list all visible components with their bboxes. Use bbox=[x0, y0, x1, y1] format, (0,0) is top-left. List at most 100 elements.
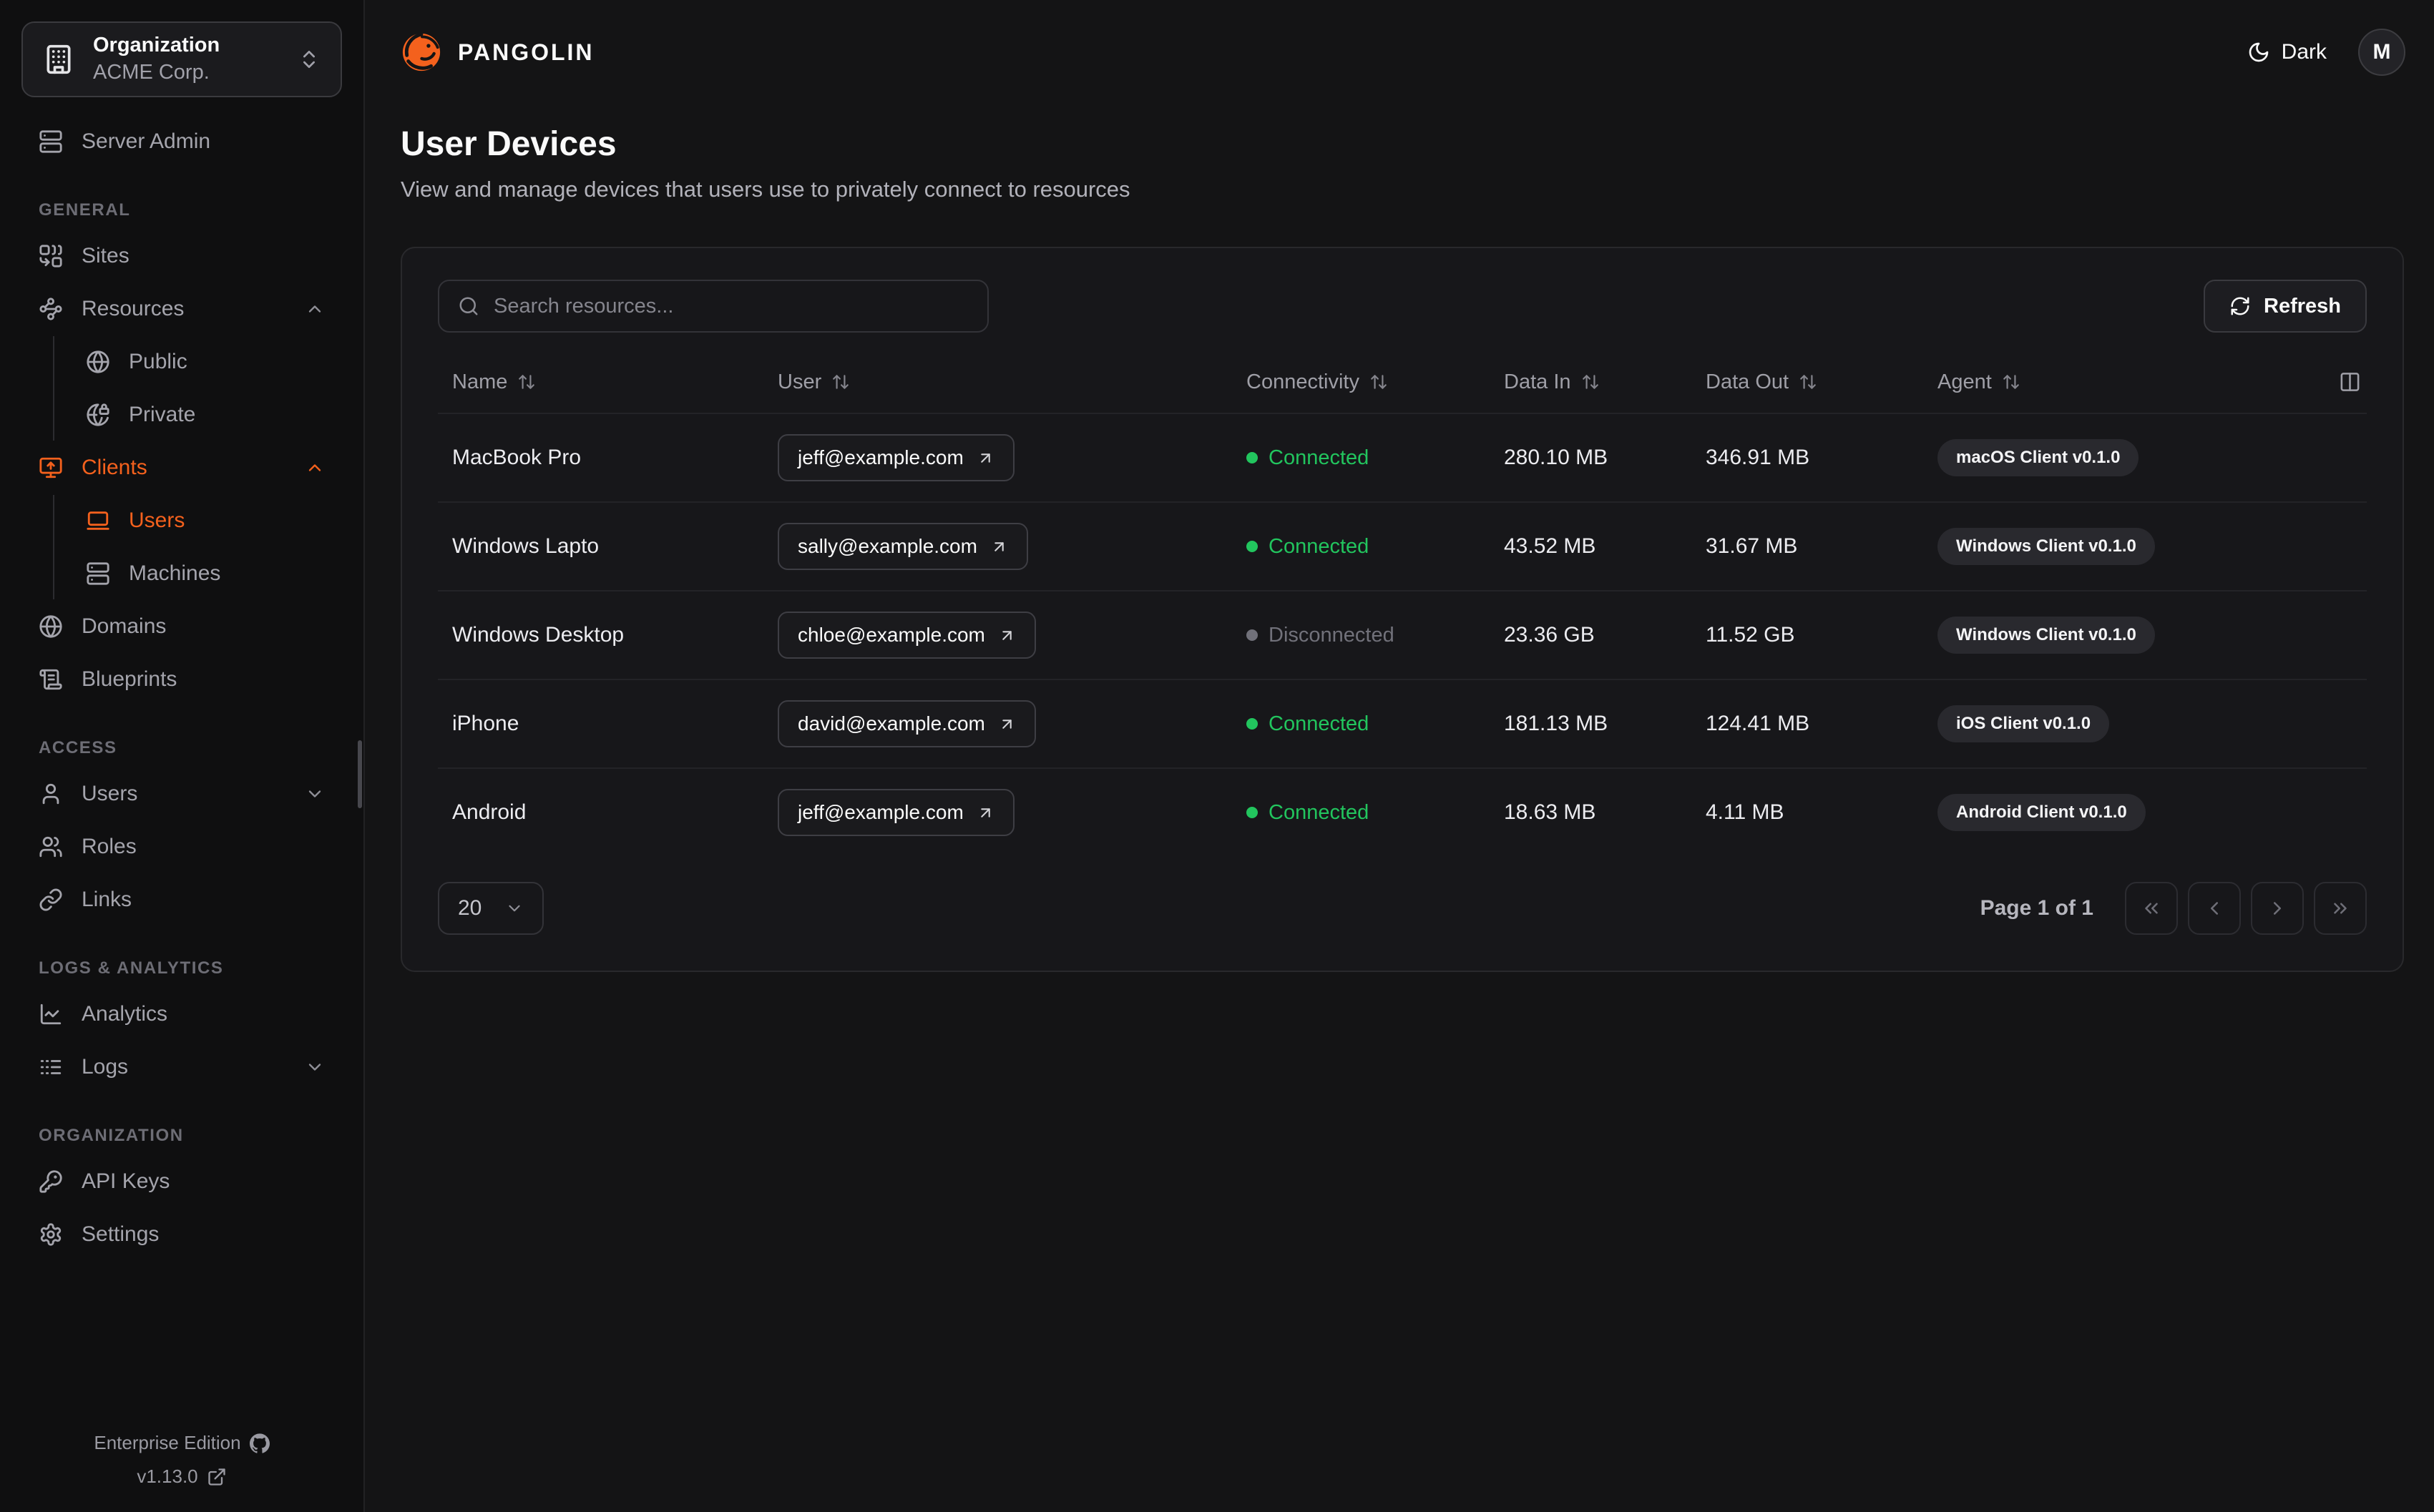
user-icon bbox=[39, 782, 63, 806]
agent-badge: Android Client v0.1.0 bbox=[1937, 794, 2146, 831]
sidebar-item-clients[interactable]: Clients bbox=[21, 442, 342, 494]
refresh-button[interactable]: Refresh bbox=[2204, 280, 2367, 333]
brand[interactable]: PANGOLIN bbox=[401, 31, 595, 73]
sidebar-item-api-keys[interactable]: API Keys bbox=[21, 1156, 342, 1207]
column-header-data-out[interactable]: Data Out bbox=[1691, 370, 1923, 394]
globe-lock-icon bbox=[86, 403, 110, 427]
prev-page-button[interactable] bbox=[2188, 882, 2241, 935]
sidebar-item-resources[interactable]: Resources bbox=[21, 283, 342, 335]
search-input[interactable] bbox=[494, 294, 969, 318]
device-name: Windows Lapto bbox=[452, 534, 600, 558]
sidebar-section-general: GENERAL bbox=[39, 200, 131, 220]
sidebar-subgroup-clients: Users Machines bbox=[53, 495, 342, 599]
org-switcher[interactable]: Organization ACME Corp. bbox=[21, 21, 342, 97]
connectivity-status: Connected bbox=[1246, 535, 1490, 559]
sidebar-item-label: Roles bbox=[82, 835, 137, 858]
edition-line[interactable]: Enterprise Edition bbox=[0, 1432, 363, 1454]
page-size-select[interactable]: 20 bbox=[438, 882, 544, 935]
sidebar-section-organization: ORGANIZATION bbox=[39, 1126, 184, 1145]
topbar-actions: Dark M bbox=[2247, 29, 2405, 76]
sidebar-item-users[interactable]: Users bbox=[21, 768, 342, 820]
sidebar-item-label: Machines bbox=[129, 561, 221, 585]
next-page-button[interactable] bbox=[2251, 882, 2304, 935]
chevron-right-icon bbox=[2267, 898, 2288, 919]
user-link-button[interactable]: jeff@example.com bbox=[778, 434, 1015, 481]
sidebar-item-label: Analytics bbox=[82, 1002, 168, 1026]
sort-icon bbox=[1799, 373, 1817, 391]
sidebar-item-label: Blueprints bbox=[82, 667, 177, 691]
building-icon bbox=[43, 44, 74, 75]
status-dot-icon bbox=[1246, 718, 1258, 730]
sidebar-item-public[interactable]: Public bbox=[69, 336, 342, 388]
sidebar-item-logs[interactable]: Logs bbox=[21, 1041, 342, 1093]
key-icon bbox=[39, 1169, 63, 1194]
external-link-icon bbox=[207, 1467, 227, 1487]
sidebar-item-analytics[interactable]: Analytics bbox=[21, 988, 342, 1040]
column-header-name[interactable]: Name bbox=[438, 370, 763, 394]
column-toggle-button[interactable] bbox=[2339, 371, 2361, 393]
last-page-button[interactable] bbox=[2314, 882, 2367, 935]
sidebar-item-users[interactable]: Users bbox=[69, 495, 342, 546]
table-row: Windows Desktop chloe@example.com Disconne… bbox=[438, 590, 2367, 679]
user-link-button[interactable]: jeff@example.com bbox=[778, 789, 1015, 836]
sidebar-item-server-admin[interactable]: Server Admin bbox=[21, 116, 342, 167]
agent-badge: macOS Client v0.1.0 bbox=[1937, 439, 2139, 476]
sort-icon bbox=[1369, 373, 1388, 391]
sidebar-item-sites[interactable]: Sites bbox=[21, 230, 342, 282]
laptop-icon bbox=[86, 509, 110, 533]
pangolin-logo-icon bbox=[401, 31, 442, 73]
sidebar-scrollbar[interactable] bbox=[358, 740, 362, 808]
chevron-down-icon bbox=[305, 784, 325, 804]
column-header-user[interactable]: User bbox=[763, 370, 1232, 394]
sidebar-item-machines[interactable]: Machines bbox=[69, 548, 342, 599]
sidebar-item-label: Sites bbox=[82, 244, 129, 267]
connectivity-status: Connected bbox=[1246, 446, 1490, 470]
sidebar-item-label: Users bbox=[129, 509, 185, 532]
sidebar-item-private[interactable]: Private bbox=[69, 389, 342, 441]
table-row: Android jeff@example.com Connected 18.63 MB… bbox=[438, 767, 2367, 856]
column-header-connectivity[interactable]: Connectivity bbox=[1232, 370, 1490, 394]
card-footer: 20 Page 1 of 1 bbox=[438, 882, 2367, 935]
server-icon bbox=[39, 129, 63, 154]
column-header-data-in[interactable]: Data In bbox=[1490, 370, 1691, 394]
column-header-agent[interactable]: Agent bbox=[1923, 370, 2367, 394]
avatar[interactable]: M bbox=[2358, 29, 2405, 76]
user-link-button[interactable]: sally@example.com bbox=[778, 523, 1028, 570]
sort-icon bbox=[831, 373, 850, 391]
user-link-button[interactable]: david@example.com bbox=[778, 700, 1036, 747]
sidebar: Organization ACME Corp. Server Admin GENE… bbox=[0, 0, 365, 1512]
org-switcher-label: Organization bbox=[93, 34, 220, 57]
avatar-initial: M bbox=[2372, 40, 2391, 64]
sidebar-item-settings[interactable]: Settings bbox=[21, 1209, 342, 1260]
sidebar-item-label: Settings bbox=[82, 1222, 160, 1246]
sidebar-item-blueprints[interactable]: Blueprints bbox=[21, 654, 342, 705]
sidebar-section-access: ACCESS bbox=[39, 738, 117, 757]
pager-buttons bbox=[2125, 882, 2367, 935]
data-in-value: 23.36 GB bbox=[1504, 623, 1595, 647]
sort-icon bbox=[1581, 373, 1600, 391]
connectivity-status: Connected bbox=[1246, 801, 1490, 825]
users-icon bbox=[39, 835, 63, 859]
theme-toggle-label: Dark bbox=[2281, 40, 2327, 64]
sidebar-item-label: Private bbox=[129, 403, 196, 426]
sidebar-item-roles[interactable]: Roles bbox=[21, 821, 342, 873]
user-link-button[interactable]: chloe@example.com bbox=[778, 612, 1036, 659]
sidebar-item-label: Resources bbox=[82, 297, 185, 320]
connectivity-status: Connected bbox=[1246, 712, 1490, 736]
sidebar-item-label: Logs bbox=[82, 1055, 129, 1079]
arrow-up-right-icon bbox=[998, 715, 1016, 733]
data-out-value: 31.67 MB bbox=[1706, 534, 1798, 558]
sidebar-item-domains[interactable]: Domains bbox=[21, 601, 342, 652]
first-page-button[interactable] bbox=[2125, 882, 2178, 935]
sidebar-item-links[interactable]: Links bbox=[21, 874, 342, 926]
chevrons-left-icon bbox=[2141, 898, 2162, 919]
version-line[interactable]: v1.13.0 bbox=[0, 1466, 363, 1488]
sidebar-item-label: Public bbox=[129, 350, 187, 373]
table-row: iPhone david@example.com Connected 181.13 M… bbox=[438, 679, 2367, 767]
card-toolbar: Refresh bbox=[438, 280, 2367, 333]
data-out-value: 4.11 MB bbox=[1706, 800, 1784, 824]
theme-toggle[interactable]: Dark bbox=[2247, 40, 2327, 64]
agent-badge: Windows Client v0.1.0 bbox=[1937, 617, 2155, 654]
page-info: Page 1 of 1 bbox=[1980, 896, 2093, 920]
